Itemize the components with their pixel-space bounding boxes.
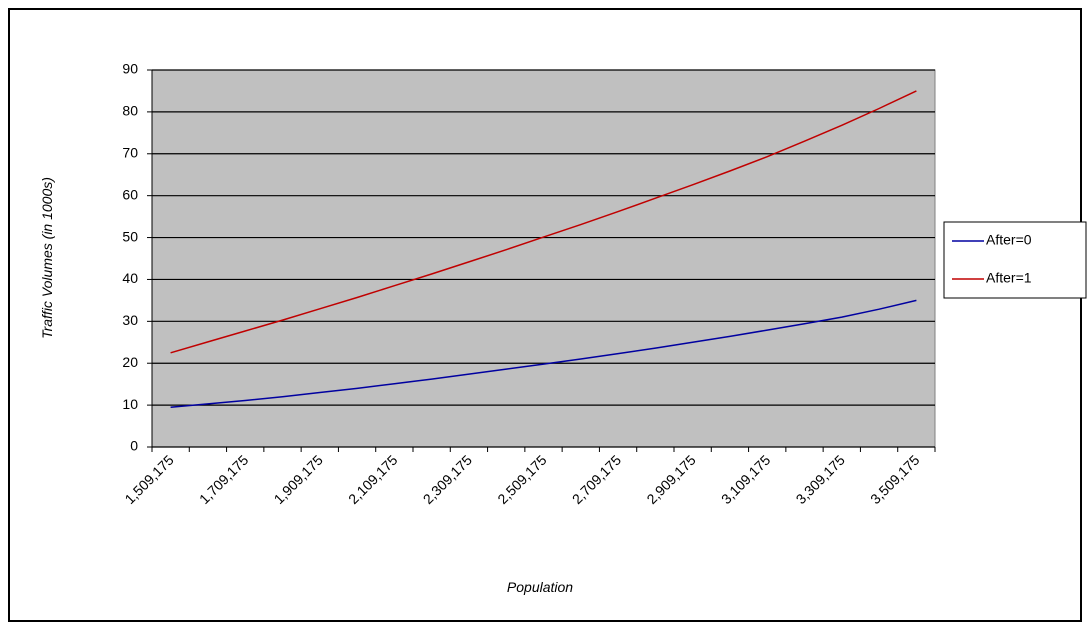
y-tick-label: 70 — [122, 144, 138, 160]
y-tick-label: 80 — [122, 103, 138, 119]
y-tick-label: 30 — [122, 312, 138, 328]
legend-label: After=0 — [986, 232, 1032, 248]
plot-area — [151, 69, 936, 448]
y-tick-label: 20 — [122, 354, 138, 370]
series-line — [170, 299, 917, 408]
y-tick-label: 90 — [122, 61, 138, 77]
legend — [943, 221, 1087, 299]
y-tick-label: 10 — [122, 396, 138, 412]
y-tick-label: 0 — [130, 438, 138, 454]
x-axis-title: Population — [507, 579, 573, 595]
y-tick-label: 60 — [122, 186, 138, 202]
y-axis-title: Traffic Volumes (in 1000s) — [39, 177, 55, 339]
y-tick-label: 50 — [122, 228, 138, 244]
series-line — [170, 90, 917, 354]
y-tick-label: 40 — [122, 270, 138, 286]
legend-label: After=1 — [986, 270, 1032, 286]
